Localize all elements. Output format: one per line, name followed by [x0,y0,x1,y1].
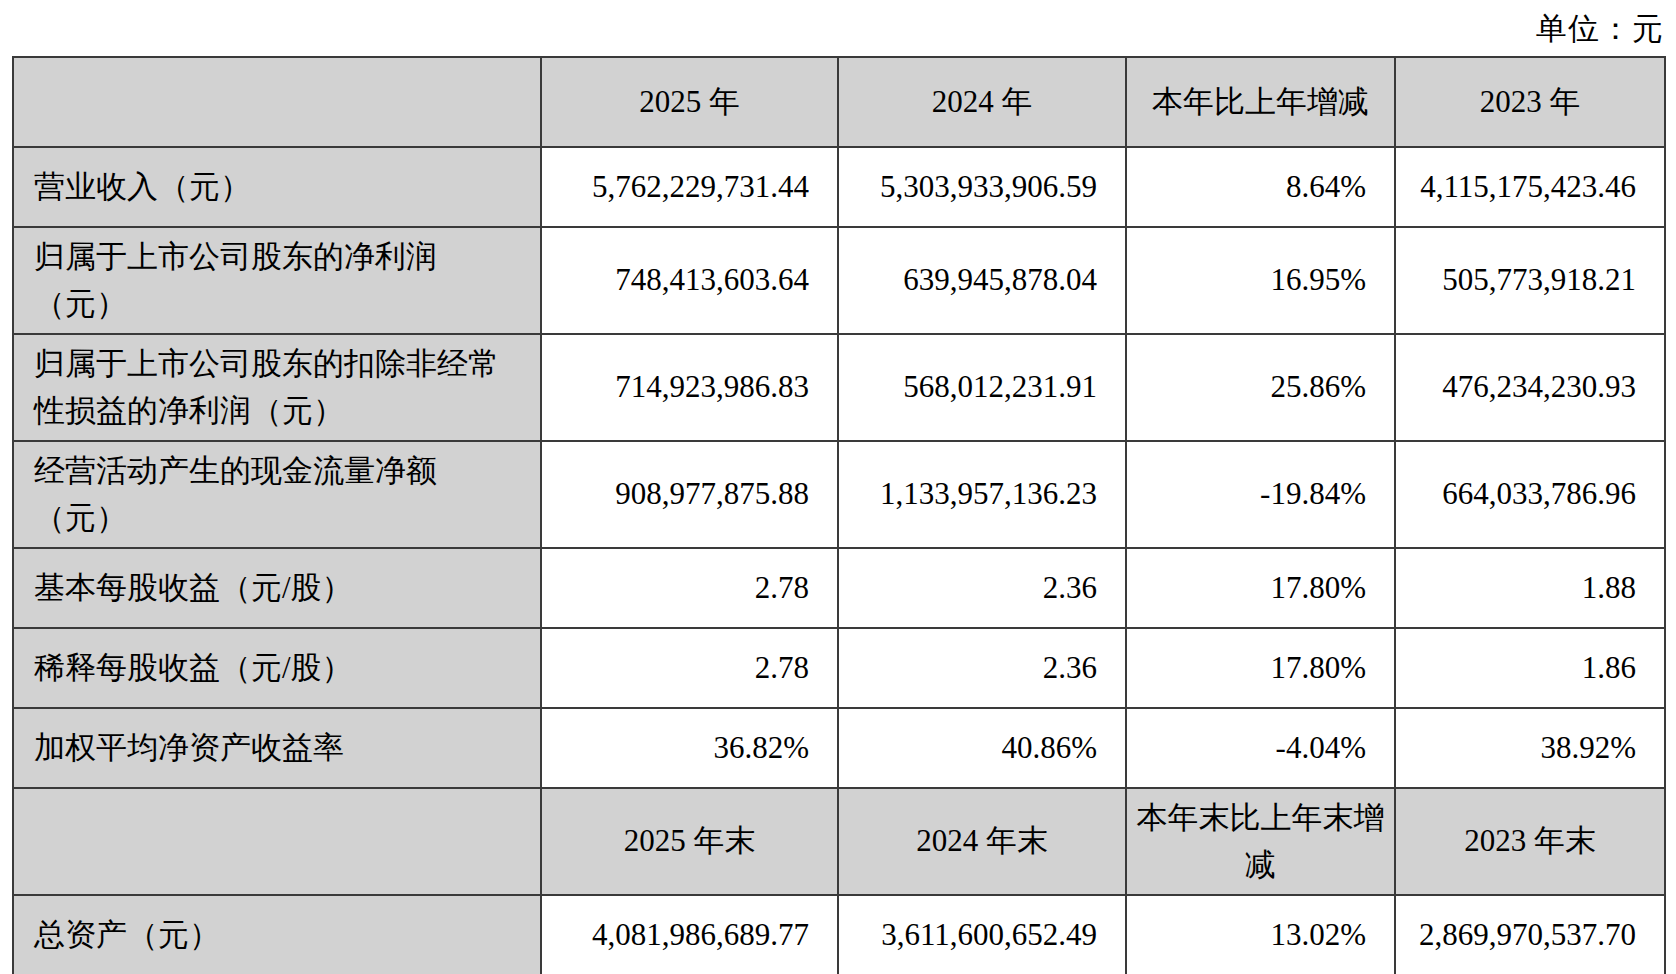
value-2024: 568,012,231.91 [838,334,1126,441]
table-row-operating-cash-flow: 经营活动产生的现金流量净额（元） 908,977,875.88 1,133,95… [13,441,1665,548]
value-2025: 714,923,986.83 [541,334,838,441]
row-label: 稀释每股收益（元/股） [13,628,541,708]
value-2024: 2.36 [838,548,1126,628]
unit-label: 单位：元 [1536,8,1664,50]
value-change: -4.04% [1126,708,1395,788]
value-2023: 2,869,970,537.70 [1395,895,1665,974]
header-2025-eoy: 2025 年末 [541,788,838,895]
value-2023: 1.88 [1395,548,1665,628]
value-2024: 3,611,600,652.49 [838,895,1126,974]
value-2023: 505,773,918.21 [1395,227,1665,334]
value-2025: 36.82% [541,708,838,788]
value-2025: 748,413,603.64 [541,227,838,334]
value-change: 13.02% [1126,895,1395,974]
table-row-net-profit-excl-nonrecurring: 归属于上市公司股东的扣除非经常性损益的净利润（元） 714,923,986.83… [13,334,1665,441]
row-label: 经营活动产生的现金流量净额（元） [13,441,541,548]
value-2023: 38.92% [1395,708,1665,788]
value-2024: 2.36 [838,628,1126,708]
value-2024: 639,945,878.04 [838,227,1126,334]
header-corner-blank [13,57,541,147]
row-label: 加权平均净资产收益率 [13,708,541,788]
value-2025: 2.78 [541,628,838,708]
value-2025: 5,762,229,731.44 [541,147,838,227]
value-2023: 4,115,175,423.46 [1395,147,1665,227]
table-row-weighted-avg-roe: 加权平均净资产收益率 36.82% 40.86% -4.04% 38.92% [13,708,1665,788]
header-2025: 2025 年 [541,57,838,147]
row-label: 归属于上市公司股东的净利润（元） [13,227,541,334]
value-2023: 476,234,230.93 [1395,334,1665,441]
row-label: 归属于上市公司股东的扣除非经常性损益的净利润（元） [13,334,541,441]
value-2024: 5,303,933,906.59 [838,147,1126,227]
header-row-annual: 2025 年 2024 年 本年比上年增减 2023 年 [13,57,1665,147]
value-2025: 4,081,986,689.77 [541,895,838,974]
table-row-diluted-eps: 稀释每股收益（元/股） 2.78 2.36 17.80% 1.86 [13,628,1665,708]
row-label: 总资产（元） [13,895,541,974]
table-row-operating-revenue: 营业收入（元） 5,762,229,731.44 5,303,933,906.5… [13,147,1665,227]
header-corner-blank [13,788,541,895]
header-2023-eoy: 2023 年末 [1395,788,1665,895]
value-2024: 40.86% [838,708,1126,788]
value-2025: 908,977,875.88 [541,441,838,548]
table-row-basic-eps: 基本每股收益（元/股） 2.78 2.36 17.80% 1.88 [13,548,1665,628]
value-change: 16.95% [1126,227,1395,334]
financial-summary-page: 单位：元 2025 年 2024 年 本年比上年增减 2023 年 营业收入（元… [0,0,1676,974]
value-change: -19.84% [1126,441,1395,548]
table-row-total-assets: 总资产（元） 4,081,986,689.77 3,611,600,652.49… [13,895,1665,974]
value-2024: 1,133,957,136.23 [838,441,1126,548]
header-yoy-change: 本年比上年增减 [1126,57,1395,147]
value-2025: 2.78 [541,548,838,628]
table-row-net-profit: 归属于上市公司股东的净利润（元） 748,413,603.64 639,945,… [13,227,1665,334]
row-label: 营业收入（元） [13,147,541,227]
value-change: 17.80% [1126,548,1395,628]
value-change: 25.86% [1126,334,1395,441]
header-eoy-change: 本年末比上年末增减 [1126,788,1395,895]
header-2024: 2024 年 [838,57,1126,147]
value-2023: 1.86 [1395,628,1665,708]
financial-summary-table: 2025 年 2024 年 本年比上年增减 2023 年 营业收入（元） 5,7… [12,56,1666,974]
header-2023: 2023 年 [1395,57,1665,147]
value-change: 17.80% [1126,628,1395,708]
value-change: 8.64% [1126,147,1395,227]
value-2023: 664,033,786.96 [1395,441,1665,548]
header-2024-eoy: 2024 年末 [838,788,1126,895]
header-row-end-of-year: 2025 年末 2024 年末 本年末比上年末增减 2023 年末 [13,788,1665,895]
row-label: 基本每股收益（元/股） [13,548,541,628]
